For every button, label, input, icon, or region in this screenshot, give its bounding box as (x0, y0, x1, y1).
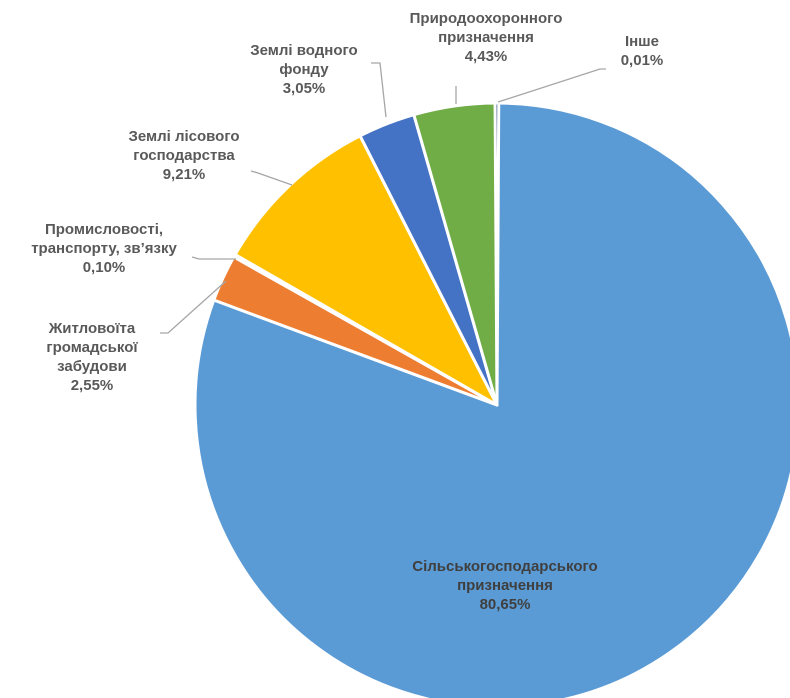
data-label-water: Землі водного (250, 42, 357, 59)
pie-slice-forest (233, 134, 499, 407)
leader-line-water (371, 62, 387, 118)
pie-slice-other (493, 101, 501, 407)
data-label-value-agri: 80,65% (480, 596, 531, 613)
data-label-industry: Промисловості, (45, 221, 163, 238)
data-label-value-forest: 9,21% (163, 166, 206, 183)
data-label-nature: призначення (438, 29, 534, 46)
data-label-housing: Житловоїта (48, 320, 136, 337)
data-label-value-other: 0,01% (621, 52, 664, 69)
data-labels: Сільськогосподарського призначення 80,65% Ж… (31, 10, 663, 613)
data-label-water: фонду (279, 61, 329, 78)
pie-slices (193, 101, 790, 698)
leader-line-forest (250, 170, 293, 186)
data-label-other: Інше (625, 33, 659, 50)
data-label-forest: господарства (133, 147, 235, 164)
data-label-industry: транспорту, зв’язку (31, 240, 177, 257)
pie-slice-agri (193, 101, 790, 698)
leader-lines (160, 62, 606, 334)
data-label-nature: Природоохоронного (410, 10, 563, 27)
data-label-value-water: 3,05% (283, 80, 326, 97)
leader-line-housing (160, 280, 227, 334)
data-label-housing: громадської (46, 339, 138, 356)
data-label-value-housing: 2,55% (71, 377, 114, 394)
data-label-forest: Землі лісового (128, 128, 239, 145)
data-label-value-nature: 4,43% (465, 48, 508, 65)
data-label-agri: призначення (457, 577, 553, 594)
data-label-agri: Сільськогосподарського (412, 558, 597, 575)
leader-line-industry (191, 256, 236, 260)
leader-line-other (497, 68, 606, 103)
data-label-housing: забудови (57, 358, 127, 375)
data-label-value-industry: 0,10% (83, 259, 126, 276)
